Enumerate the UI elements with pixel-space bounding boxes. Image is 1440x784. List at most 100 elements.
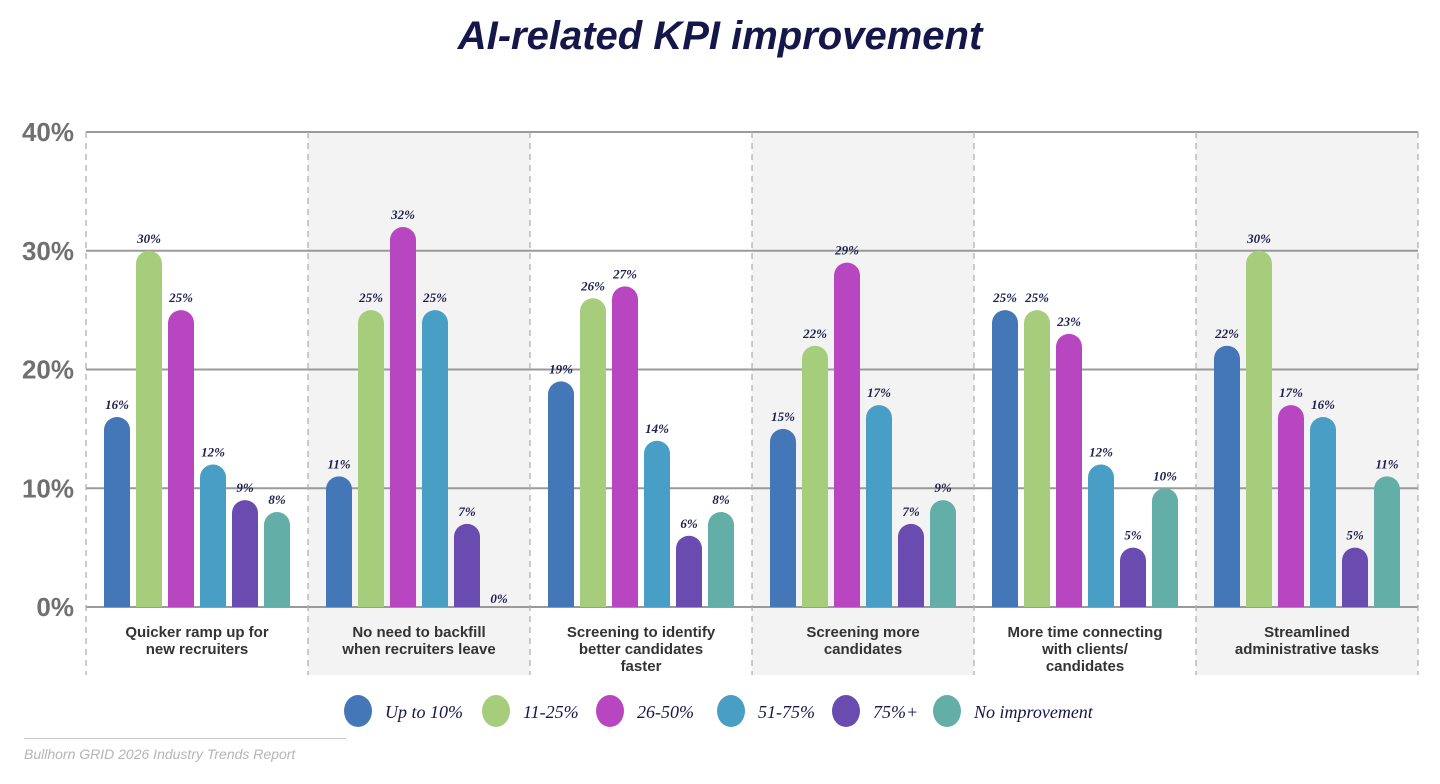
data-label: 25% xyxy=(1024,290,1049,305)
bar xyxy=(264,512,290,607)
bar xyxy=(580,298,606,607)
bar xyxy=(1342,547,1368,607)
data-label: 15% xyxy=(771,409,795,424)
bar xyxy=(1214,345,1240,607)
bar xyxy=(708,512,734,607)
x-tick-label: new recruiters xyxy=(146,641,249,658)
data-label: 11% xyxy=(327,456,350,471)
data-label: 22% xyxy=(1214,326,1239,341)
x-tick-label: with clients/ xyxy=(1041,641,1129,658)
x-tick-label: Screening to identify xyxy=(567,624,716,641)
legend-swatch xyxy=(717,695,745,727)
data-label: 12% xyxy=(201,445,225,460)
data-label: 11% xyxy=(1375,456,1398,471)
bar xyxy=(930,500,956,607)
bar xyxy=(200,464,226,607)
data-label: 32% xyxy=(390,207,415,222)
legend-label: No improvement xyxy=(973,702,1094,722)
bar xyxy=(676,535,702,607)
bar xyxy=(454,523,480,607)
bar xyxy=(232,500,258,607)
data-label: 29% xyxy=(834,243,859,258)
data-label: 25% xyxy=(168,290,193,305)
legend-label: 11-25% xyxy=(523,702,579,722)
x-tick-label: faster xyxy=(621,658,662,675)
data-label: 27% xyxy=(612,266,637,281)
y-tick-label: 0% xyxy=(36,592,74,622)
legend-swatch xyxy=(933,695,961,727)
x-tick-label: Streamlined xyxy=(1264,624,1350,641)
bar xyxy=(1088,464,1114,607)
bar xyxy=(136,250,162,607)
data-label: 25% xyxy=(992,290,1017,305)
bar xyxy=(834,262,860,607)
data-label: 10% xyxy=(1153,468,1177,483)
legend-swatch xyxy=(482,695,510,727)
bar xyxy=(1246,250,1272,607)
data-label: 14% xyxy=(645,421,669,436)
data-label: 8% xyxy=(712,492,730,507)
bar xyxy=(390,227,416,607)
bar xyxy=(612,286,638,607)
legend-swatch xyxy=(596,695,624,727)
x-tick-label: candidates xyxy=(824,641,902,658)
bar xyxy=(898,523,924,607)
data-label: 9% xyxy=(236,480,254,495)
data-label: 19% xyxy=(549,361,573,376)
bar xyxy=(992,310,1018,607)
bar xyxy=(1278,405,1304,607)
legend-label: 75%+ xyxy=(873,702,918,722)
data-label: 0% xyxy=(490,591,508,606)
bar xyxy=(770,428,796,607)
data-label: 16% xyxy=(105,397,129,412)
bar xyxy=(1310,417,1336,607)
legend-swatch xyxy=(344,695,372,727)
data-label: 5% xyxy=(1346,528,1364,543)
data-label: 17% xyxy=(1279,385,1303,400)
data-label: 12% xyxy=(1089,445,1113,460)
data-label: 30% xyxy=(136,231,161,246)
y-tick-label: 20% xyxy=(22,355,74,385)
data-label: 25% xyxy=(358,290,383,305)
x-tick-label: More time connecting xyxy=(1007,624,1162,641)
data-label: 17% xyxy=(867,385,891,400)
bar xyxy=(326,476,352,607)
legend-label: 26-50% xyxy=(637,702,694,722)
x-tick-label: Quicker ramp up for xyxy=(125,624,269,641)
x-tick-label: Screening more xyxy=(806,624,919,641)
x-tick-label: administrative tasks xyxy=(1235,641,1379,658)
x-tick-label: when recruiters leave xyxy=(341,641,495,658)
data-label: 25% xyxy=(422,290,447,305)
bar xyxy=(1152,488,1178,607)
legend-label: Up to 10% xyxy=(385,702,463,722)
x-tick-label: No need to backfill xyxy=(352,624,485,641)
bar xyxy=(548,381,574,607)
bar xyxy=(168,310,194,607)
legend-swatch xyxy=(832,695,860,727)
bar xyxy=(1374,476,1400,607)
bar xyxy=(802,345,828,607)
source-divider xyxy=(24,738,346,739)
data-label: 23% xyxy=(1056,314,1081,329)
bar xyxy=(422,310,448,607)
bar xyxy=(1056,333,1082,607)
legend-label: 51-75% xyxy=(758,702,815,722)
y-tick-label: 40% xyxy=(22,117,74,147)
data-label: 9% xyxy=(934,480,952,495)
bar xyxy=(358,310,384,607)
chart-title: AI-related KPI improvement xyxy=(457,14,983,58)
data-label: 5% xyxy=(1124,528,1142,543)
bar xyxy=(104,417,130,607)
x-tick-label: candidates xyxy=(1046,658,1124,675)
data-label: 7% xyxy=(902,504,920,519)
bar xyxy=(644,440,670,607)
bar xyxy=(1120,547,1146,607)
y-tick-label: 30% xyxy=(22,236,74,266)
y-tick-label: 10% xyxy=(22,473,74,503)
data-label: 8% xyxy=(268,492,286,507)
source-note: Bullhorn GRID 2026 Industry Trends Repor… xyxy=(24,746,296,762)
bar xyxy=(866,405,892,607)
x-tick-label: better candidates xyxy=(579,641,703,658)
data-label: 26% xyxy=(580,278,605,293)
